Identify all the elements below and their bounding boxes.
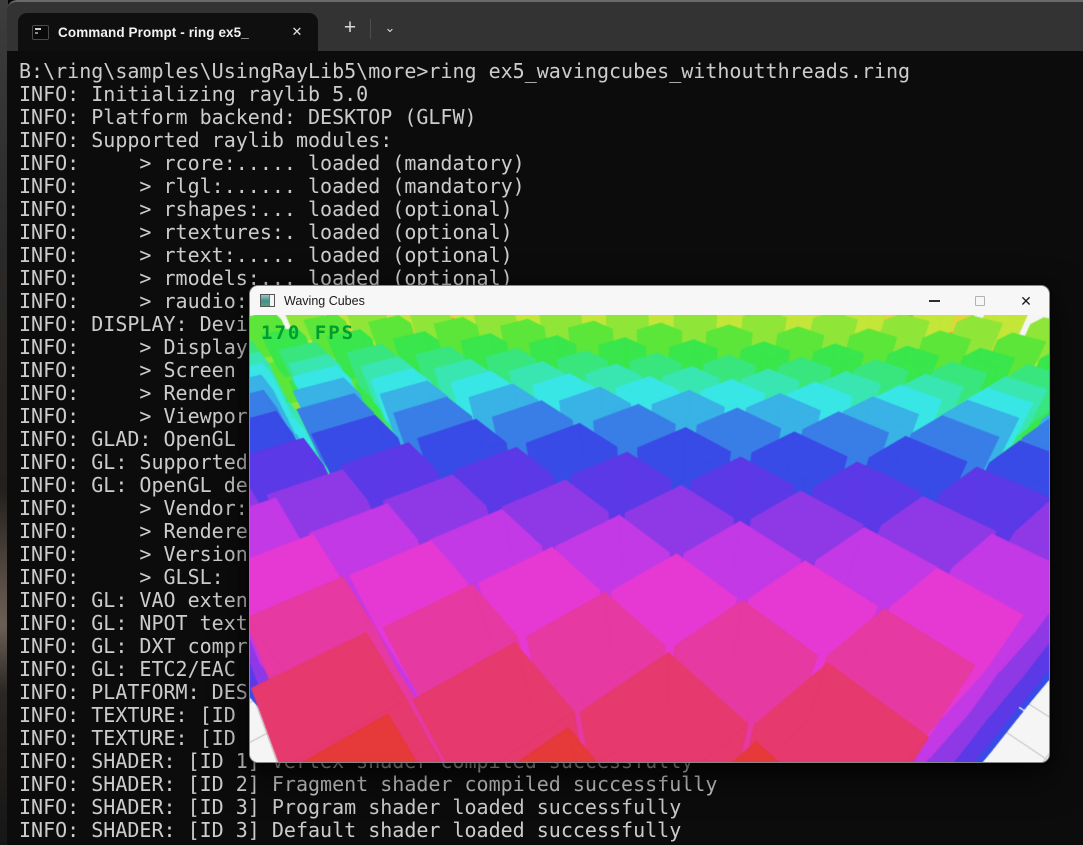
close-icon: ✕ bbox=[1020, 292, 1032, 309]
terminal-line: INFO: > GLSL: bbox=[19, 565, 272, 589]
terminal-line: INFO: SHADER: [ID 3] Default shader load… bbox=[19, 818, 682, 842]
terminal-line: INFO: > rtext:..... loaded (optional) bbox=[19, 243, 513, 267]
waving-cubes-viewport: 170 FPS bbox=[250, 315, 1049, 762]
terminal-line: INFO: Initializing raylib 5.0 bbox=[19, 82, 369, 106]
waving-cubes-title: Waving Cubes bbox=[284, 293, 365, 308]
terminal-line: INFO: SHADER: [ID 3] Program shader load… bbox=[19, 795, 682, 819]
tab-dropdown-button[interactable]: ⌄ bbox=[384, 20, 396, 35]
tab-title: Command Prompt - ring ex5_ bbox=[58, 24, 249, 40]
terminal-line: INFO: > rshapes:... loaded (optional) bbox=[19, 197, 513, 221]
terminal-line: INFO: Platform backend: DESKTOP (GLFW) bbox=[19, 105, 477, 129]
maximize-button[interactable] bbox=[957, 286, 1003, 315]
waving-cubes-window: Waving Cubes ✕ 170 FPS bbox=[249, 285, 1050, 763]
terminal-line: INFO: SHADER: [ID 2] Fragment shader com… bbox=[19, 772, 718, 796]
window-controls: ✕ bbox=[911, 286, 1049, 315]
fps-counter: 170 FPS bbox=[261, 322, 356, 344]
new-tab-button[interactable]: + bbox=[343, 16, 357, 39]
terminal-tab-command-prompt[interactable]: Command Prompt - ring ex5_ ✕ bbox=[18, 13, 318, 51]
waving-cubes-titlebar[interactable]: Waving Cubes ✕ bbox=[250, 286, 1049, 315]
terminal-line: INFO: > Vendor: bbox=[19, 496, 284, 520]
terminal-line: INFO: > Version: bbox=[19, 542, 272, 566]
terminal-line: INFO: > rlgl:...... loaded (mandatory) bbox=[19, 174, 525, 198]
terminal-line: INFO: > Renderer: bbox=[19, 519, 272, 543]
terminal-tab-bar: Command Prompt - ring ex5_ ✕ + ⌄ bbox=[7, 2, 1083, 51]
terminal-line: INFO: > rmodels:... loaded (optional) bbox=[19, 266, 513, 290]
terminal-line: B:\ring\samples\UsingRayLib5\more>ring e… bbox=[19, 59, 911, 83]
terminal-line: INFO: GL: DXT compress bbox=[19, 634, 284, 658]
close-button[interactable]: ✕ bbox=[1003, 286, 1049, 315]
terminal-line: INFO: Supported raylib modules: bbox=[19, 128, 393, 152]
raylib-app-icon bbox=[260, 294, 275, 307]
minimize-button[interactable] bbox=[911, 286, 957, 315]
terminal-line: INFO: TEXTURE: [ID 1] bbox=[19, 703, 284, 727]
terminal-line: INFO: DISPLAY: Device bbox=[19, 312, 272, 336]
terminal-line: INFO: > rcore:..... loaded (mandatory) bbox=[19, 151, 525, 175]
waving-cubes-canvas bbox=[250, 315, 1049, 762]
minimize-icon bbox=[928, 299, 940, 302]
maximize-icon bbox=[975, 295, 985, 306]
tab-close-icon[interactable]: ✕ bbox=[291, 24, 303, 39]
terminal-line: INFO: > rtextures:. loaded (optional) bbox=[19, 220, 513, 244]
background-window-edge bbox=[0, 0, 8, 845]
command-prompt-icon bbox=[32, 24, 49, 40]
terminal-line: INFO: PLATFORM: DESKTO bbox=[19, 680, 284, 704]
tab-bar-divider bbox=[370, 19, 371, 39]
